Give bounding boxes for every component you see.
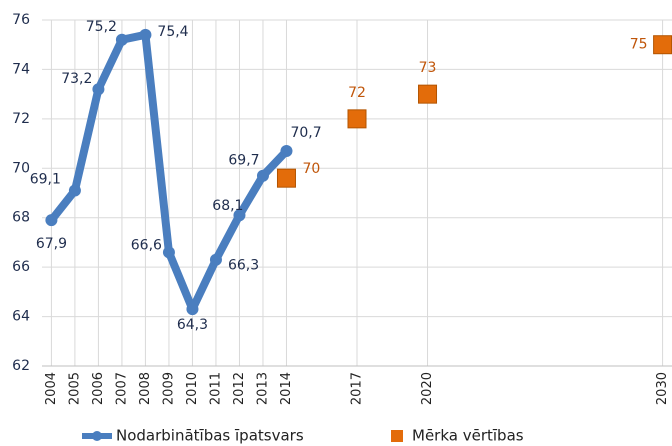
data-label: 75,2: [86, 19, 117, 35]
x-tick-label: 2006: [91, 372, 106, 405]
point: [162, 246, 175, 259]
target-marker: [418, 84, 438, 104]
x-tick-label: 2007: [114, 372, 129, 405]
x-tick-label: 2017: [350, 372, 365, 405]
data-label: 73: [419, 60, 437, 76]
y-tick-label: 68: [12, 210, 30, 226]
y-tick-label: 66: [12, 259, 30, 275]
x-tick-label: 2020: [420, 372, 435, 405]
point: [115, 33, 128, 46]
target-marker: [347, 109, 367, 129]
data-label: 66,3: [228, 258, 259, 274]
y-tick-label: 62: [12, 358, 30, 374]
point: [209, 253, 222, 266]
point: [45, 214, 58, 227]
data-label: 67,9: [36, 236, 67, 252]
x-tick-label: 2005: [67, 372, 82, 405]
x-tick-label: 2030: [655, 372, 670, 405]
data-label: 75,4: [157, 24, 188, 40]
data-label: 73,2: [61, 71, 92, 87]
point: [256, 169, 269, 182]
point: [280, 144, 293, 157]
legend-marker: [391, 430, 403, 442]
data-label: 70: [302, 161, 320, 177]
point: [139, 28, 152, 41]
y-tick-label: 74: [12, 61, 30, 77]
x-tick-label: 2013: [255, 372, 270, 405]
data-label: 72: [348, 85, 366, 101]
y-tick-label: 70: [12, 160, 30, 176]
data-label: 69,1: [30, 172, 61, 188]
target-marker: [276, 168, 296, 188]
point: [233, 209, 246, 222]
data-label: 64,3: [177, 317, 208, 333]
data-label: 69,7: [228, 153, 259, 169]
data-label: 75: [630, 37, 648, 53]
x-tick-label: 2009: [161, 372, 176, 405]
point: [186, 303, 199, 316]
point: [92, 83, 105, 96]
y-tick-label: 72: [12, 111, 30, 127]
legend-label: Mērka vērtības: [412, 427, 524, 445]
x-tick-label: 2010: [185, 372, 200, 405]
y-tick-label: 76: [12, 12, 30, 28]
data-label: 68,1: [212, 198, 243, 214]
data-label: 66,6: [131, 237, 162, 253]
x-tick-label: 2012: [232, 372, 247, 405]
legend-point: [92, 431, 102, 441]
point: [68, 184, 81, 197]
x-tick-label: 2008: [138, 372, 153, 405]
y-tick-label: 64: [12, 309, 30, 325]
legend-label: Nodarbinātības īpatsvars: [116, 427, 304, 445]
x-tick-label: 2011: [208, 372, 223, 405]
target-marker: [653, 35, 672, 55]
x-tick-label: 2004: [44, 372, 59, 405]
data-label: 70,7: [290, 125, 321, 141]
x-tick-label: 2014: [279, 372, 294, 405]
